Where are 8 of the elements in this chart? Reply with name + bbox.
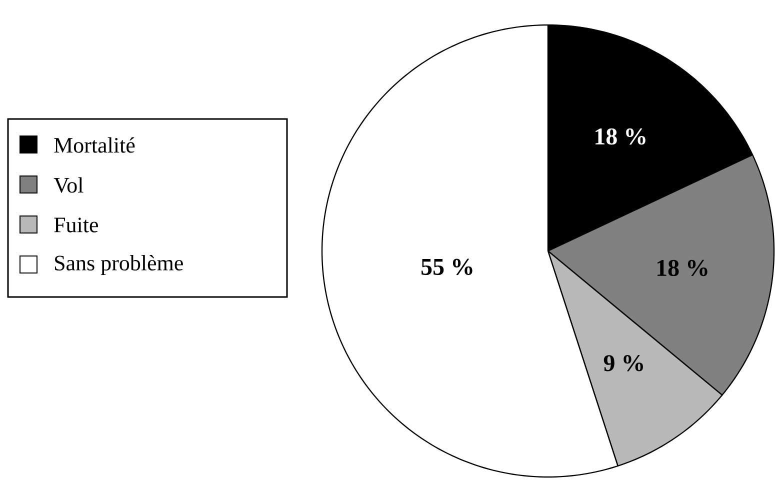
data-label: 18 % (596, 128, 646, 145)
legend-label: Fuite (54, 218, 98, 232)
legend-label: Sans problème (55, 255, 183, 275)
data-label: 9 % (604, 355, 643, 372)
data-label: 18 % (657, 260, 708, 276)
legend-label: Mortalité (54, 137, 135, 153)
data-label: 55 % (422, 258, 472, 276)
legend-label: Vol (54, 177, 84, 193)
